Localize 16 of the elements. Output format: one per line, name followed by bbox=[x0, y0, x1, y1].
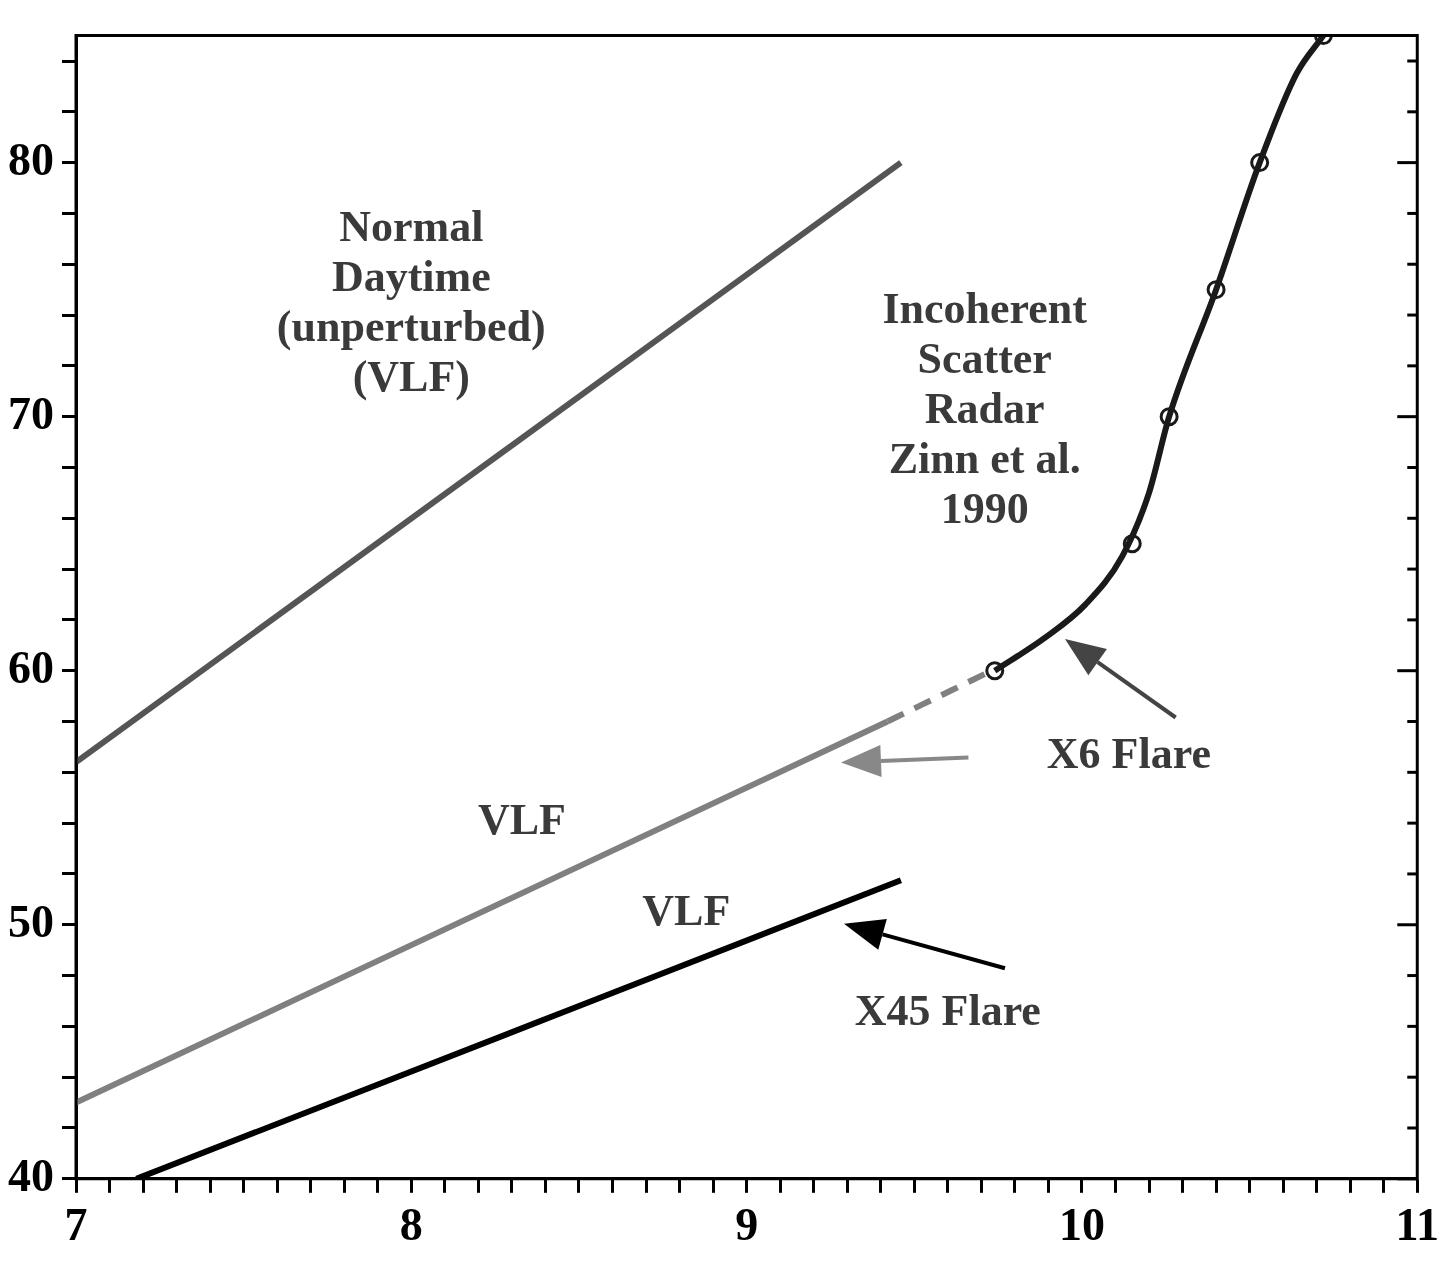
annotation: Normal Daytime (unperturbed) (VLF) bbox=[276, 202, 546, 402]
y-tick-label: 70 bbox=[8, 387, 54, 439]
y-tick-label: 80 bbox=[8, 133, 54, 185]
x-tick-label: 8 bbox=[399, 1199, 423, 1251]
y-tick-label: 40 bbox=[8, 1149, 54, 1201]
annotation: VLF bbox=[477, 795, 566, 845]
x-tick-label: 11 bbox=[1395, 1199, 1439, 1251]
annotation: X45 Flare bbox=[854, 986, 1041, 1036]
annotation: Incoherent Scatter Radar Zinn et al. 1990 bbox=[882, 283, 1088, 533]
annotation: X6 Flare bbox=[1046, 729, 1211, 779]
x-tick-label: 9 bbox=[735, 1199, 759, 1251]
x-tick-label: 10 bbox=[1058, 1199, 1105, 1251]
x-tick-label: 7 bbox=[64, 1199, 88, 1251]
annotation: VLF bbox=[642, 885, 731, 935]
y-tick-label: 50 bbox=[8, 895, 54, 947]
y-tick-label: 60 bbox=[8, 641, 54, 693]
